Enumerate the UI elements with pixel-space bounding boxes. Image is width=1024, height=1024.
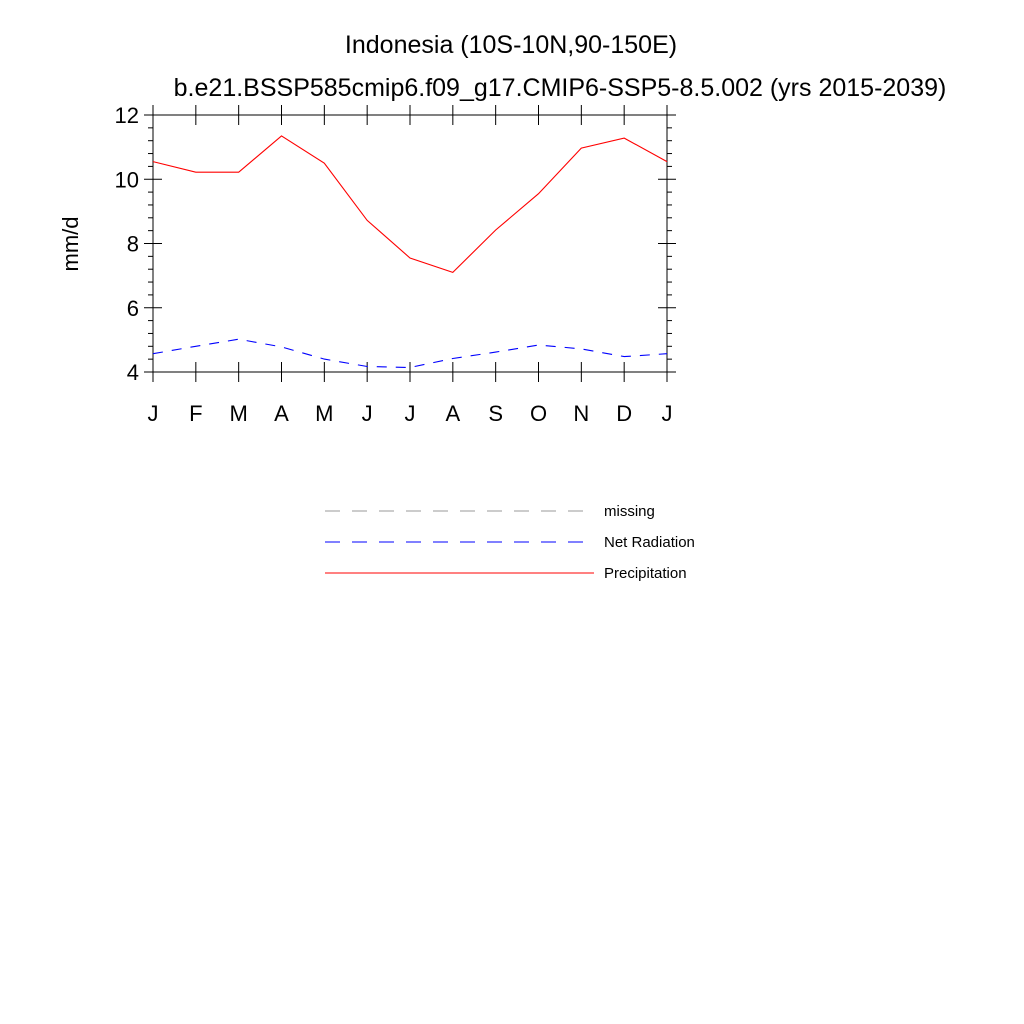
legend-label-missing: missing [604, 503, 655, 520]
x-tick-label: J [662, 401, 673, 426]
y-tick-label: 4 [127, 360, 139, 385]
plot-area: 4 6 8 10 12 J F M A M J J A S O N D J [115, 103, 676, 426]
x-tick-label: M [315, 401, 333, 426]
x-tick-label: D [616, 401, 632, 426]
x-tick-label: J [148, 401, 159, 426]
x-tick-label: M [230, 401, 248, 426]
x-tick-label: N [573, 401, 589, 426]
x-tick-label: O [530, 401, 547, 426]
x-tick-label: J [362, 401, 373, 426]
y-tick-label: 8 [127, 232, 139, 257]
x-tick-label: J [405, 401, 416, 426]
x-tick-label: A [445, 401, 460, 426]
y-axis-label: mm/d [58, 217, 83, 272]
legend: missing Net Radiation Precipitation [325, 503, 695, 582]
y-tick-label: 6 [127, 296, 139, 321]
x-tick-label: A [274, 401, 289, 426]
series-line-precipitation [152, 135, 668, 274]
chart-title: Indonesia (10S-10N,90-150E) [345, 31, 677, 59]
legend-label-precipitation: Precipitation [604, 565, 687, 582]
legend-label-net-radiation: Net Radiation [604, 534, 695, 551]
x-tick-label: S [488, 401, 503, 426]
y-tick-label: 10 [115, 167, 139, 192]
x-tick-label: F [189, 401, 202, 426]
plot-frame [152, 114, 668, 373]
chart-subtitle: b.e21.BSSP585cmip6.f09_g17.CMIP6-SSP5-8.… [174, 74, 947, 102]
y-tick-label: 12 [115, 103, 139, 128]
